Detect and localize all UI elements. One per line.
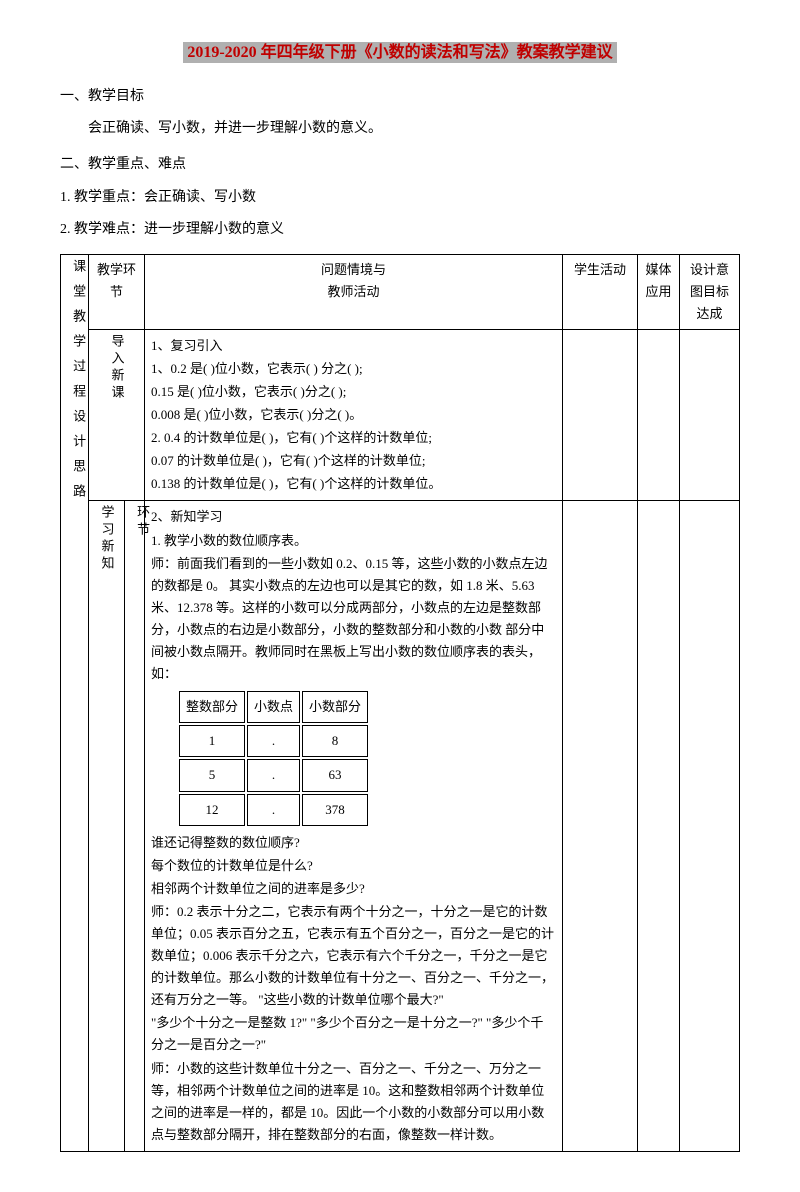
intro-line: 1、复习引入 xyxy=(151,335,556,357)
table-row-learn: 学习新知 环节 2、新知学习 1. 教学小数的数位顺序表。 师：前面我们看到的一… xyxy=(61,501,740,1151)
table-row-intro: 导入新课 1、复习引入 1、0.2 是( )位小数，它表示( ) 分之( ); … xyxy=(61,329,740,501)
sub-stage-label: 环节 xyxy=(131,505,153,539)
page-title: 2019-2020 年四年级下册《小数的读法和写法》教案教学建议 xyxy=(60,40,740,66)
learn-line: 师：0.2 表示十分之二，它表示有两个十分之一，十分之一是它的计数单位；0.05… xyxy=(151,901,556,1011)
left-title-cell: 课堂教学过程设计思路 xyxy=(61,254,89,1151)
learn-content: 2、新知学习 1. 教学小数的数位顺序表。 师：前面我们看到的一些小数如 0.2… xyxy=(145,501,563,1151)
learn-line: 1. 教学小数的数位顺序表。 xyxy=(151,530,556,552)
section-2-item-1: 1. 教学重点：会正确读、写小数 xyxy=(60,187,740,209)
mini-cell: . xyxy=(247,759,300,791)
intro-line: 0.07 的计数单位是( )，它有( )个这样的计数单位; xyxy=(151,450,556,472)
table-header-row: 课堂教学过程设计思路 教学环节 问题情境与 教师活动 学生活动 媒体应用 设计意… xyxy=(61,254,740,329)
learn-line: 师：前面我们看到的一些小数如 0.2、0.15 等，这些小数的小数点左边的数都是… xyxy=(151,553,556,686)
decimal-place-mini-table: 整数部分 小数点 小数部分 1 . 8 5 . 63 12 . 378 xyxy=(177,689,370,827)
intro-line: 0.008 是( )位小数，它表示( )分之( )。 xyxy=(151,404,556,426)
learn-line: "多少个十分之一是整数 1?" "多少个百分之一是十分之一?" "多少个千分之一… xyxy=(151,1012,556,1056)
title-highlight: 2019-2020 年四年级下册《小数的读法和写法》教案教学建议 xyxy=(183,42,616,63)
section-2-heading: 二、教学重点、难点 xyxy=(60,154,740,176)
mini-cell: 63 xyxy=(302,759,368,791)
header-teacher-label: 教师活动 xyxy=(151,281,556,303)
mini-cell: 8 xyxy=(302,725,368,757)
section-2-item-2: 2. 教学难点：进一步理解小数的意义 xyxy=(60,219,740,241)
mini-cell: 378 xyxy=(302,794,368,826)
learn-line: 相邻两个计数单位之间的进率是多少? xyxy=(151,878,556,900)
mini-cell: 5 xyxy=(179,759,245,791)
intro-line: 0.138 的计数单位是( )，它有( )个这样的计数单位。 xyxy=(151,473,556,495)
header-stage-label: 教学环节 xyxy=(95,259,138,303)
learn-goal xyxy=(680,501,740,1151)
learn-media xyxy=(638,501,680,1151)
lesson-plan-table: 课堂教学过程设计思路 教学环节 问题情境与 教师活动 学生活动 媒体应用 设计意… xyxy=(60,254,740,1152)
intro-content: 1、复习引入 1、0.2 是( )位小数，它表示( ) 分之( ); 0.15 … xyxy=(145,329,563,501)
mini-cell: 1 xyxy=(179,725,245,757)
header-media: 媒体应用 xyxy=(638,254,680,329)
mini-cell: . xyxy=(247,794,300,826)
intro-line: 0.15 是( )位小数，它表示( )分之( ); xyxy=(151,381,556,403)
stage-learn: 学习新知 xyxy=(89,501,125,1151)
learn-student xyxy=(563,501,638,1151)
mini-row: 12 . 378 xyxy=(179,794,368,826)
learn-line: 2、新知学习 xyxy=(151,506,556,528)
sub-stage: 环节 xyxy=(125,501,145,1151)
header-context-label: 问题情境与 xyxy=(151,259,556,281)
header-context: 问题情境与 教师活动 xyxy=(145,254,563,329)
mini-row: 5 . 63 xyxy=(179,759,368,791)
learn-line: 谁还记得整数的数位顺序? xyxy=(151,832,556,854)
left-title-text: 课堂教学过程设计思路 xyxy=(67,259,89,509)
header-stage: 教学环节 xyxy=(89,254,145,329)
stage-learn-label: 学习新知 xyxy=(95,505,117,573)
learn-line: 师：小数的这些计数单位十分之一、百分之一、千分之一、万分之一等，相邻两个计数单位… xyxy=(151,1058,556,1146)
section-1-heading: 一、教学目标 xyxy=(60,86,740,108)
header-student: 学生活动 xyxy=(563,254,638,329)
stage-intro-label: 导入新课 xyxy=(105,334,127,402)
mini-header-row: 整数部分 小数点 小数部分 xyxy=(179,691,368,723)
header-goal: 设计意图目标达成 xyxy=(680,254,740,329)
mini-row: 1 . 8 xyxy=(179,725,368,757)
intro-student xyxy=(563,329,638,501)
mini-h2: 小数点 xyxy=(247,691,300,723)
stage-intro: 导入新课 xyxy=(89,329,145,501)
mini-h1: 整数部分 xyxy=(179,691,245,723)
mini-h3: 小数部分 xyxy=(302,691,368,723)
mini-cell: 12 xyxy=(179,794,245,826)
intro-goal xyxy=(680,329,740,501)
intro-line: 2. 0.4 的计数单位是( )，它有( )个这样的计数单位; xyxy=(151,427,556,449)
intro-media xyxy=(638,329,680,501)
section-1-text: 会正确读、写小数，并进一步理解小数的意义。 xyxy=(60,118,740,140)
intro-line: 1、0.2 是( )位小数，它表示( ) 分之( ); xyxy=(151,358,556,380)
learn-line: 每个数位的计数单位是什么? xyxy=(151,855,556,877)
mini-cell: . xyxy=(247,725,300,757)
